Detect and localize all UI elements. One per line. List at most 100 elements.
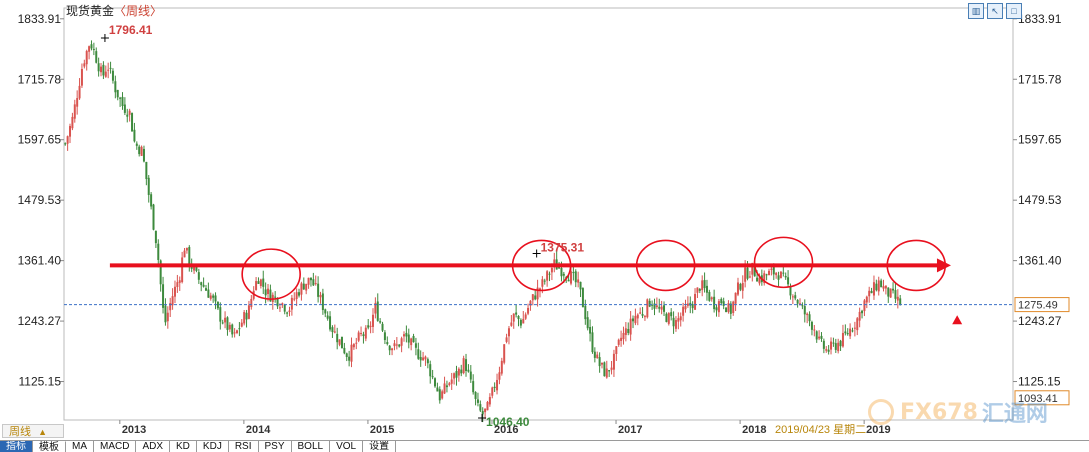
candle-body	[319, 295, 322, 298]
candle-body	[434, 378, 437, 387]
tab-1[interactable]: 模板	[33, 441, 66, 452]
candle-body	[598, 357, 601, 367]
candle-body	[708, 291, 711, 301]
candle-body	[88, 46, 91, 52]
tab-11[interactable]: 设置	[363, 441, 397, 452]
candle-body	[202, 284, 205, 287]
candle-body	[123, 104, 126, 113]
candle-body	[608, 370, 611, 372]
candle-body	[653, 303, 656, 309]
candle-body	[720, 298, 723, 304]
candle-body	[355, 342, 358, 344]
candle-body	[166, 312, 169, 322]
candle-body	[868, 290, 871, 297]
candle-body	[338, 339, 341, 345]
candle-body	[796, 299, 799, 304]
candle-body	[839, 340, 842, 347]
candle-body	[658, 306, 661, 309]
high-label: 1796.41	[109, 23, 153, 37]
candle-body	[367, 325, 370, 328]
candle-body	[479, 404, 482, 411]
chart-title: 现货黄金〈周线〉	[66, 2, 162, 19]
tab-3[interactable]: MACD	[94, 441, 137, 452]
period-selector[interactable]: 周线 ▲	[2, 424, 64, 438]
candle-body	[875, 283, 878, 291]
tab-9[interactable]: BOLL	[292, 441, 331, 452]
candle-body	[121, 96, 124, 107]
candle-body	[295, 292, 298, 299]
candle-body	[538, 288, 541, 290]
candle-body	[345, 353, 348, 358]
candle-body	[476, 399, 479, 403]
candle-body	[259, 279, 262, 286]
candle-body	[686, 303, 689, 306]
candle-body	[76, 98, 79, 107]
chart-type-icon[interactable]: ▥	[968, 3, 984, 19]
candle-body	[445, 385, 448, 388]
candle-body	[109, 67, 112, 69]
candle-body	[467, 369, 470, 372]
candle-body	[877, 280, 880, 292]
candle-body	[119, 97, 122, 99]
candle-body	[736, 282, 739, 295]
candle-body	[474, 392, 477, 399]
candle-body	[231, 324, 234, 335]
candle-body	[164, 305, 167, 323]
candle-body	[772, 266, 775, 275]
x-tick-label: 2018	[742, 424, 766, 436]
candlestick-series	[64, 40, 902, 423]
candle-body	[340, 336, 343, 349]
candle-body	[357, 332, 360, 341]
cursor-icon[interactable]: ↖	[987, 3, 1003, 19]
candle-body	[114, 81, 117, 93]
candle-body	[851, 330, 854, 332]
candle-body	[348, 356, 351, 361]
tab-0[interactable]: 指标	[0, 441, 33, 452]
tab-8[interactable]: PSY	[259, 441, 292, 452]
period-label: 周线	[9, 426, 31, 438]
candle-body	[267, 288, 270, 295]
candle-body	[527, 307, 530, 314]
tab-2[interactable]: MA	[66, 441, 94, 452]
candle-body	[748, 276, 751, 278]
tab-10[interactable]: VOL	[330, 441, 364, 452]
candle-body	[849, 328, 852, 337]
candle-body	[641, 313, 644, 316]
candle-body	[369, 325, 372, 327]
candle-body	[116, 89, 119, 98]
candle-body	[691, 304, 694, 309]
resistance-circle	[886, 239, 947, 292]
candle-body	[632, 318, 635, 322]
period-arrow-icon: ▲	[38, 427, 47, 437]
resistance-circle	[753, 236, 814, 289]
candle-body	[791, 296, 794, 298]
candle-body	[579, 281, 582, 290]
candle-body	[283, 305, 286, 312]
candle-body	[414, 343, 417, 348]
candle-body	[307, 277, 310, 285]
candle-body	[386, 342, 389, 345]
candle-body	[111, 70, 114, 81]
candle-body	[185, 247, 188, 251]
tab-6[interactable]: KDJ	[197, 441, 229, 452]
candle-body	[350, 344, 353, 362]
candle-body	[620, 337, 623, 341]
candle-body	[97, 63, 100, 72]
candle-body	[429, 364, 432, 377]
candle-body	[176, 282, 179, 288]
candle-body	[825, 349, 828, 351]
candle-body	[145, 161, 148, 180]
candle-body	[758, 277, 761, 284]
candle-body	[200, 282, 203, 286]
candle-body	[550, 267, 553, 273]
fullscreen-icon[interactable]: □	[1006, 3, 1022, 19]
candle-body	[529, 300, 532, 306]
tab-5[interactable]: KD	[170, 441, 197, 452]
candle-body	[460, 369, 463, 374]
candle-body	[581, 288, 584, 308]
watermark-brand: FX678	[900, 399, 978, 425]
candle-body	[326, 315, 329, 319]
candle-body	[64, 143, 67, 145]
tab-4[interactable]: ADX	[136, 441, 171, 452]
tab-7[interactable]: RSI	[229, 441, 259, 452]
